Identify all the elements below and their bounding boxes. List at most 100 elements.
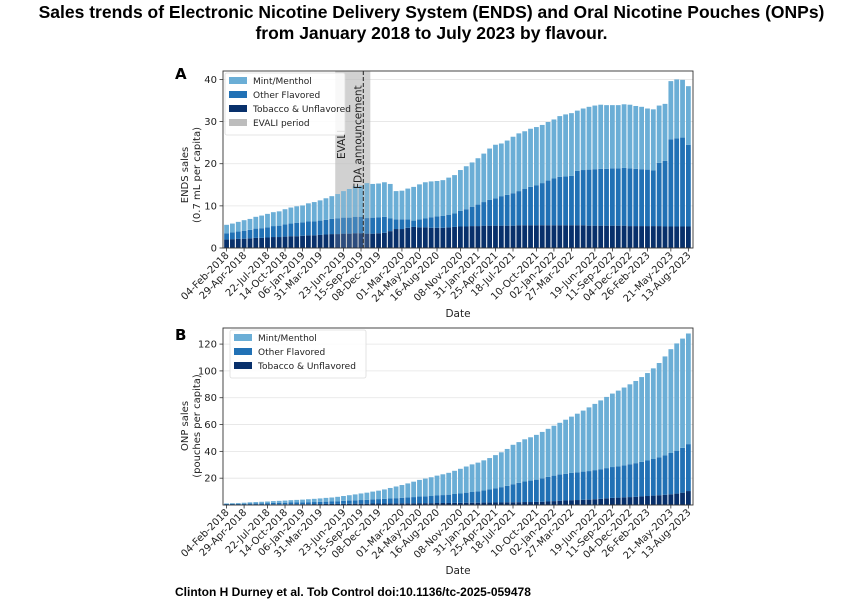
bar-other: [300, 222, 305, 236]
bar-other: [329, 218, 335, 235]
bar-mint: [656, 362, 662, 458]
bar-tobacco: [346, 503, 352, 505]
bar-tobacco: [440, 227, 446, 248]
bar-mint: [452, 175, 457, 214]
bar-mint: [282, 209, 288, 225]
bar-other: [411, 220, 417, 227]
bar-other: [598, 168, 604, 226]
bar-mint: [539, 431, 545, 479]
bar-tobacco: [498, 225, 504, 248]
bar-mint: [463, 166, 469, 210]
bar-tobacco: [346, 233, 352, 248]
bar-tobacco: [311, 504, 317, 505]
bar-other: [393, 219, 399, 230]
bar-tobacco: [656, 495, 662, 505]
bar-tobacco: [674, 226, 680, 248]
bar-other: [674, 138, 680, 227]
bar-other: [498, 196, 504, 226]
bar-other: [528, 186, 533, 226]
bar-mint: [393, 191, 399, 220]
bar-mint: [639, 106, 645, 170]
bar-mint: [516, 133, 522, 192]
bar-other: [621, 167, 627, 226]
bar-mint: [300, 205, 305, 223]
bar-other: [493, 198, 498, 226]
bar-other: [259, 228, 265, 238]
bar-mint: [276, 500, 282, 503]
bar-mint: [510, 444, 516, 485]
bar-mint: [422, 182, 428, 219]
bar-tobacco: [522, 502, 528, 505]
bar-other: [551, 178, 557, 226]
bar-other: [294, 502, 300, 505]
bar-mint: [557, 422, 563, 475]
bar-tobacco: [592, 499, 598, 505]
bar-other: [557, 474, 563, 501]
bar-other: [276, 225, 282, 238]
bar-mint: [428, 181, 434, 218]
bar-tobacco: [253, 237, 259, 248]
y-tick-label: 10: [204, 201, 217, 212]
bar-mint: [393, 486, 399, 499]
bar-tobacco: [528, 225, 533, 248]
bar-other: [621, 465, 627, 498]
figure-title-line-2: from January 2018 to July 2023 by flavou…: [255, 23, 608, 43]
bar-other: [317, 501, 323, 505]
bar-other: [609, 168, 615, 226]
panel-label: A: [175, 65, 187, 83]
bar-other: [569, 175, 574, 226]
legend-label-mint: Mint/Menthol: [258, 334, 317, 344]
bar-other: [498, 487, 504, 503]
bar-mint: [633, 380, 639, 464]
bar-other: [311, 221, 317, 236]
bar-other: [633, 168, 639, 227]
bar-other: [265, 503, 270, 505]
bar-tobacco: [311, 235, 317, 248]
panel-b: B2040608010012004-Feb-201829-Apr-201822-…: [175, 326, 694, 577]
bar-mint: [311, 498, 317, 503]
bar-mint: [352, 186, 358, 217]
bar-tobacco: [387, 503, 393, 505]
bar-tobacco: [551, 501, 557, 505]
bar-tobacco: [358, 503, 364, 505]
bar-tobacco: [493, 225, 498, 248]
bar-other: [615, 466, 621, 498]
bar-tobacco: [615, 497, 621, 505]
bar-tobacco: [685, 491, 691, 505]
bar-other: [358, 216, 364, 234]
bar-mint: [382, 489, 387, 499]
bar-mint: [586, 407, 592, 472]
bar-mint: [358, 493, 364, 501]
bar-other: [650, 170, 656, 227]
y-tick-label: 40: [204, 447, 217, 458]
bar-other: [405, 219, 411, 228]
bar-mint: [422, 478, 428, 497]
bar-tobacco: [463, 226, 469, 248]
bar-other: [504, 485, 510, 503]
bar-tobacco: [387, 231, 393, 248]
bar-mint: [604, 396, 609, 469]
bar-other: [417, 496, 422, 504]
bar-tobacco: [580, 225, 586, 248]
bar-mint: [668, 81, 674, 140]
bar-other: [645, 460, 650, 497]
bar-tobacco: [493, 502, 498, 505]
bar-tobacco: [545, 501, 551, 505]
bar-tobacco: [598, 225, 604, 248]
bar-other: [516, 191, 522, 226]
legend-label-other: Other Flavored: [253, 91, 320, 101]
bar-other: [475, 204, 481, 227]
bar-other: [422, 218, 428, 228]
bar-tobacco: [639, 496, 645, 505]
bar-mint: [387, 487, 393, 499]
bar-other: [685, 144, 691, 227]
bar-tobacco: [475, 502, 481, 505]
bar-mint: [487, 148, 493, 200]
bar-mint: [288, 207, 294, 224]
bar-mint: [580, 108, 586, 171]
bar-tobacco: [516, 225, 522, 248]
bar-other: [399, 497, 405, 504]
bar-other: [645, 169, 650, 227]
bar-other: [253, 503, 259, 505]
